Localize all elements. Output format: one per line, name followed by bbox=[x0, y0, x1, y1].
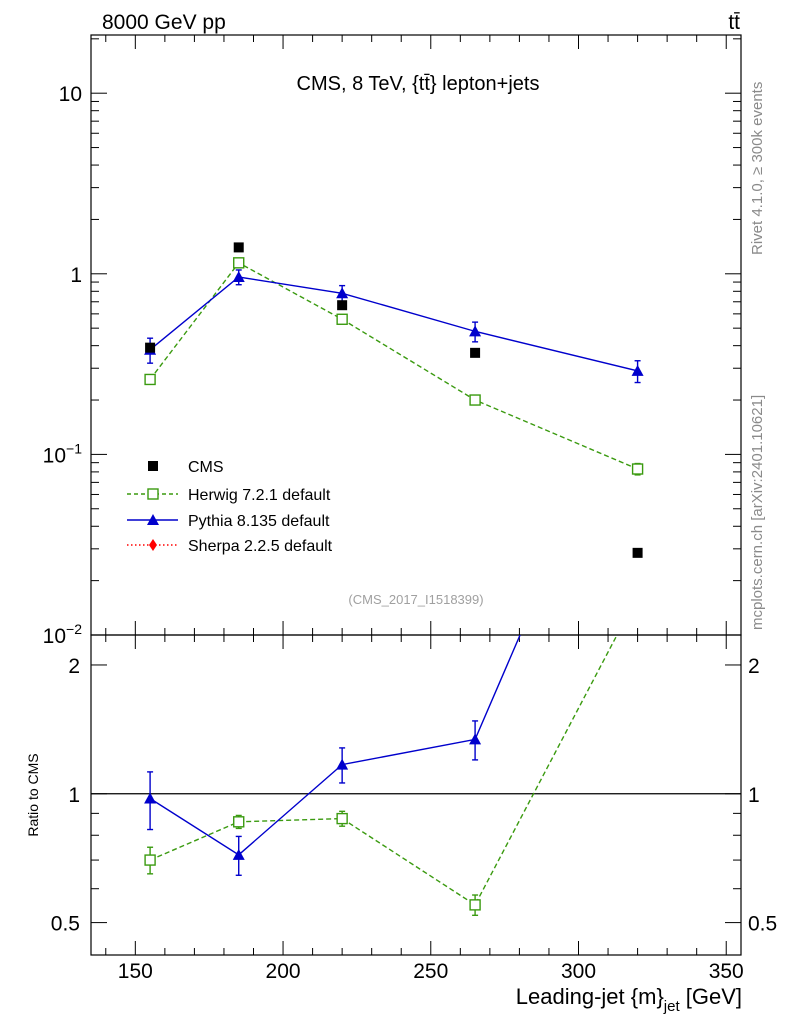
data-point-cms bbox=[337, 300, 348, 311]
ratio-plot-panel: 0.5 0.5 1 1 2 2 150 200 250 300 350 Ratio to CMS bbox=[25, 634, 777, 983]
ratio-y-tick-label-left: 0.5 bbox=[51, 913, 80, 936]
data-point-herwig bbox=[469, 394, 481, 406]
process-label: tt̄ bbox=[728, 11, 740, 34]
ratio-point-herwig bbox=[469, 899, 481, 911]
legend-entry-herwig: Herwig 7.2.1 default bbox=[127, 487, 331, 504]
data-point-cms bbox=[145, 342, 156, 353]
ratio-y-tick-label-right: 1 bbox=[748, 784, 760, 807]
ratio-point-herwig bbox=[336, 812, 348, 825]
ratio-line-herwig bbox=[149, 635, 618, 906]
legend-label-sherpa: Sherpa 2.2.5 default bbox=[188, 538, 333, 555]
data-point-pythia bbox=[469, 325, 482, 337]
ratio-plot-frame bbox=[90, 634, 742, 956]
legend-label-pythia: Pythia 8.135 default bbox=[188, 513, 330, 530]
analysis-watermark: (CMS_2017_I1518399) bbox=[348, 592, 483, 607]
x-tick-label: 150 bbox=[118, 960, 153, 983]
data-point-pythia bbox=[232, 270, 245, 282]
legend-entry-sherpa: Sherpa 2.2.5 default bbox=[127, 538, 333, 555]
y-tick-label: 10−2 bbox=[43, 621, 83, 648]
ratio-axis-ticks: 0.5 0.5 1 1 2 2 150 200 250 300 350 bbox=[51, 635, 777, 983]
legend-label-cms: CMS bbox=[188, 459, 224, 476]
ratio-y-tick-label-left: 1 bbox=[68, 784, 80, 807]
legend: CMS Herwig 7.2.1 default Pythia 8.135 de… bbox=[127, 459, 333, 555]
legend-label-herwig: Herwig 7.2.1 default bbox=[188, 487, 331, 504]
ratio-point-pythia bbox=[232, 848, 245, 860]
main-plot-title: CMS, 8 TeV, {tt̄} lepton+jets bbox=[297, 73, 540, 95]
data-point-cms bbox=[632, 547, 643, 558]
main-line-herwig bbox=[149, 261, 638, 470]
legend-marker-sherpa bbox=[149, 539, 157, 551]
ratio-line-pythia bbox=[149, 635, 521, 856]
rivet-version-label: Rivet 4.1.0, ≥ 300k events bbox=[749, 82, 766, 255]
main-line-pythia bbox=[149, 276, 638, 372]
ratio-y-tick-label-right: 0.5 bbox=[748, 913, 777, 936]
ratio-axis-label: Ratio to CMS bbox=[25, 753, 41, 836]
x-tick-label: 200 bbox=[266, 960, 301, 983]
main-axis-ticks: 10 1 10−1 10−2 bbox=[43, 35, 741, 648]
data-point-pythia bbox=[631, 364, 644, 376]
main-plot-panel: 10 1 10−1 10−2 CMS, 8 TeV, {tt̄} lepton+jet… bbox=[43, 34, 742, 648]
legend-entry-pythia: Pythia 8.135 default bbox=[127, 513, 330, 530]
data-point-herwig bbox=[144, 373, 156, 386]
data-point-herwig bbox=[631, 463, 644, 475]
ratio-point-pythia bbox=[336, 758, 349, 770]
y-tick-label: 10 bbox=[59, 83, 82, 106]
data-point-herwig bbox=[336, 313, 348, 325]
ratio-series bbox=[144, 635, 618, 917]
data-point-cms bbox=[470, 347, 481, 358]
ratio-point-herwig bbox=[144, 854, 156, 866]
ratio-point-pythia bbox=[144, 792, 157, 804]
legend-marker-cms bbox=[148, 461, 158, 471]
x-axis-label: Leading-jet {m}jet [GeV] bbox=[516, 984, 742, 1015]
x-tick-label: 300 bbox=[561, 960, 596, 983]
main-series bbox=[144, 242, 644, 558]
mcplots-label: mcplots.cern.ch [arXiv:2401.10621] bbox=[749, 395, 766, 630]
beam-energy-label: 8000 GeV pp bbox=[102, 11, 226, 34]
x-tick-label: 350 bbox=[709, 960, 744, 983]
y-tick-label: 1 bbox=[70, 264, 82, 287]
x-tick-label: 250 bbox=[413, 960, 448, 983]
ratio-y-tick-label-left: 2 bbox=[68, 655, 80, 678]
ratio-y-tick-label-right: 2 bbox=[748, 655, 760, 678]
ratio-point-pythia bbox=[469, 733, 482, 745]
y-tick-label: 10−1 bbox=[43, 440, 83, 467]
legend-entry-cms: CMS bbox=[148, 459, 224, 476]
data-point-cms bbox=[233, 242, 244, 253]
data-point-pythia bbox=[336, 287, 349, 299]
legend-marker-herwig bbox=[147, 488, 159, 500]
legend-marker-pythia bbox=[147, 514, 159, 525]
data-point-herwig bbox=[233, 257, 245, 269]
ratio-point-herwig bbox=[233, 816, 245, 828]
